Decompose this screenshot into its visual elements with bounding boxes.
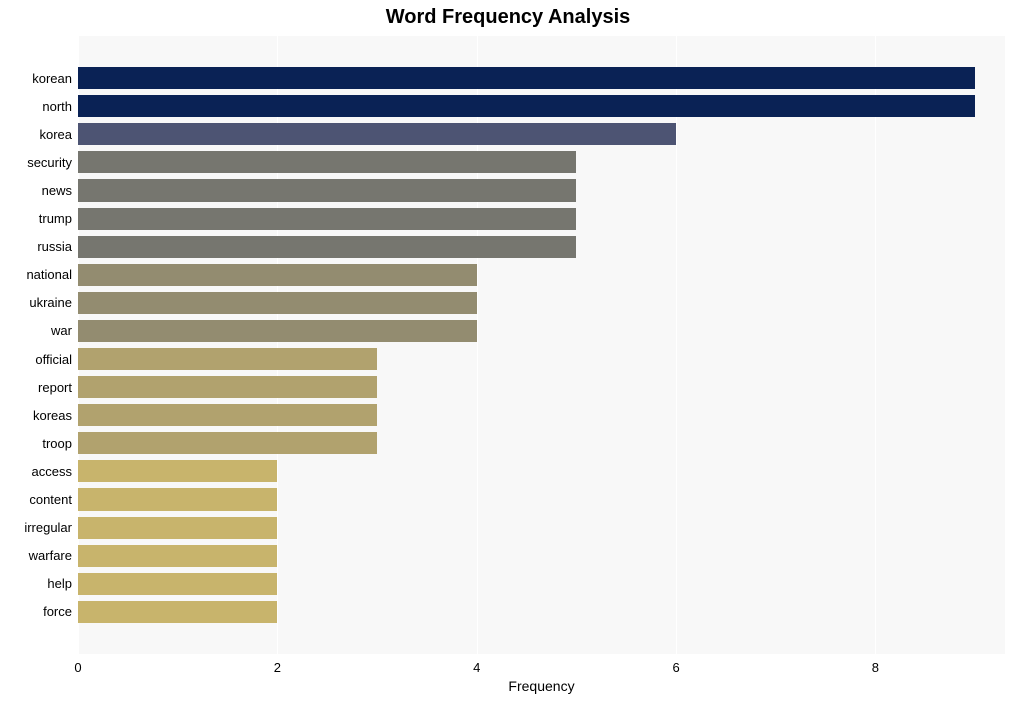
bar (78, 601, 277, 623)
bar-slot (78, 373, 1005, 401)
bar-slot (78, 345, 1005, 373)
bar-slot (78, 485, 1005, 513)
bar (78, 376, 377, 398)
y-tick-label: help (47, 576, 72, 591)
y-tick-label: troop (42, 436, 72, 451)
y-tick-label: korean (32, 71, 72, 86)
bar-slot (78, 598, 1005, 626)
y-tick-label: official (35, 352, 72, 367)
bar-slot (78, 64, 1005, 92)
bar-slot (78, 542, 1005, 570)
x-tick-label: 8 (872, 660, 879, 675)
bar-slot (78, 148, 1005, 176)
y-tick-label: north (42, 99, 72, 114)
y-tick-label: security (27, 155, 72, 170)
bar-slot (78, 401, 1005, 429)
bar (78, 95, 975, 117)
bar-slot (78, 120, 1005, 148)
bar-slot (78, 457, 1005, 485)
bar (78, 123, 676, 145)
bar (78, 460, 277, 482)
y-tick-label: national (26, 267, 72, 282)
chart-container: Word Frequency Analysis Frequency 0 2 4 6 8 k… (0, 0, 1016, 701)
bar-slot (78, 514, 1005, 542)
y-tick-label: ukraine (29, 295, 72, 310)
y-tick-label: russia (37, 239, 72, 254)
bar-slot (78, 233, 1005, 261)
x-tick-label: 6 (672, 660, 679, 675)
x-axis-label: Frequency (78, 678, 1005, 694)
y-tick-label: korea (39, 127, 72, 142)
bar-slot (78, 205, 1005, 233)
chart-title: Word Frequency Analysis (0, 6, 1016, 29)
bar-slot (78, 176, 1005, 204)
y-tick-label: trump (39, 211, 72, 226)
bar (78, 404, 377, 426)
bar-slot (78, 317, 1005, 345)
bar-slot (78, 289, 1005, 317)
bar (78, 151, 576, 173)
y-tick-label: content (29, 492, 72, 507)
x-tick-label: 4 (473, 660, 480, 675)
bar-slot (78, 92, 1005, 120)
bar (78, 488, 277, 510)
bar-slot (78, 261, 1005, 289)
bar (78, 179, 576, 201)
y-tick-label: news (42, 183, 72, 198)
bar-slot (78, 570, 1005, 598)
bar (78, 517, 277, 539)
y-tick-label: warfare (29, 548, 72, 563)
y-tick-label: war (51, 323, 72, 338)
bar (78, 292, 477, 314)
y-tick-label: koreas (33, 408, 72, 423)
x-tick-label: 0 (74, 660, 81, 675)
y-tick-label: irregular (24, 520, 72, 535)
plot-area (78, 36, 1005, 654)
bar (78, 432, 377, 454)
x-tick-label: 2 (274, 660, 281, 675)
bar (78, 320, 477, 342)
bar (78, 264, 477, 286)
bar-slot (78, 429, 1005, 457)
y-tick-label: access (32, 464, 72, 479)
bar (78, 67, 975, 89)
bar (78, 348, 377, 370)
bar (78, 545, 277, 567)
bar (78, 573, 277, 595)
bar (78, 208, 576, 230)
bar (78, 236, 576, 258)
y-tick-label: report (38, 380, 72, 395)
y-tick-label: force (43, 604, 72, 619)
